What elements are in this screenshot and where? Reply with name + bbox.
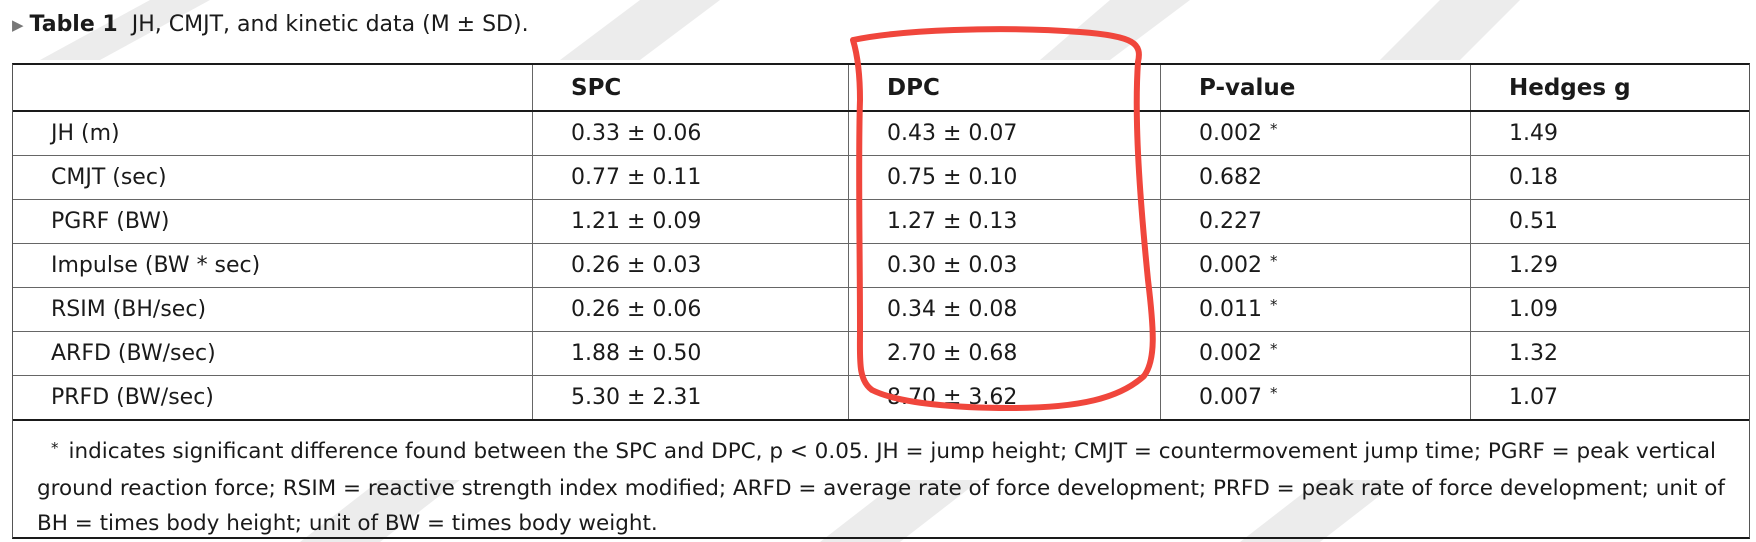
- cell-p-value: 0.002 *: [1161, 244, 1471, 287]
- cell-measure: ARFD (BW/sec): [13, 332, 533, 375]
- p-value-text: 0.002: [1199, 341, 1262, 366]
- footnote-star: *: [51, 439, 59, 457]
- cell-p-value: 0.007 *: [1161, 376, 1471, 419]
- header-hedges-g: Hedges g: [1509, 74, 1631, 101]
- significance-marker: *: [1269, 119, 1278, 138]
- cell-spc: 5.30 ± 2.31: [533, 376, 849, 419]
- p-value-text: 0.227: [1199, 209, 1262, 234]
- table-footnote: * indicates significant difference found …: [37, 434, 1727, 541]
- table-row: CMJT (sec) 0.77 ± 0.11 0.75 ± 0.10 0.682…: [13, 156, 1749, 200]
- significance-marker: *: [1269, 339, 1278, 358]
- cell-spc: 0.26 ± 0.06: [533, 288, 849, 331]
- p-value-text: 0.002: [1199, 253, 1262, 278]
- cell-measure: RSIM (BH/sec): [13, 288, 533, 331]
- cell-spc: 0.26 ± 0.03: [533, 244, 849, 287]
- table-row: RSIM (BH/sec) 0.26 ± 0.06 0.34 ± 0.08 0.…: [13, 288, 1749, 332]
- cell-p-value: 0.227: [1161, 200, 1471, 243]
- table-label: Table 1: [29, 11, 118, 37]
- p-value-text: 0.007: [1199, 385, 1262, 410]
- cell-spc: 1.88 ± 0.50: [533, 332, 849, 375]
- p-value-text: 0.682: [1199, 165, 1262, 190]
- cell-dpc: 1.27 ± 0.13: [849, 200, 1161, 243]
- cell-dpc: 0.30 ± 0.03: [849, 244, 1161, 287]
- cell-measure: PGRF (BW): [13, 200, 533, 243]
- cell-measure: PRFD (BW/sec): [13, 376, 533, 419]
- header-spc: SPC: [533, 65, 849, 110]
- cell-dpc: 2.70 ± 0.68: [849, 332, 1161, 375]
- cell-dpc: 0.75 ± 0.10: [849, 156, 1161, 199]
- cell-dpc: 0.43 ± 0.07: [849, 112, 1161, 155]
- cell-spc: 0.33 ± 0.06: [533, 112, 849, 155]
- p-value-text: 0.011: [1199, 297, 1262, 322]
- cell-hedges-g: 1.49: [1509, 121, 1558, 146]
- table-row: PGRF (BW) 1.21 ± 0.09 1.27 ± 0.13 0.227 …: [13, 200, 1749, 244]
- cell-dpc: 0.34 ± 0.08: [849, 288, 1161, 331]
- footnote-text: indicates significant difference found b…: [37, 439, 1725, 536]
- table-row: ARFD (BW/sec) 1.88 ± 0.50 2.70 ± 0.68 0.…: [13, 332, 1749, 376]
- table-caption: ▶ Table 1 JH, CMJT, and kinetic data (M …: [12, 6, 529, 42]
- caption-triangle-icon: ▶: [12, 16, 24, 34]
- cell-hedges-g: 0.18: [1509, 165, 1558, 190]
- significance-marker: *: [1269, 383, 1278, 402]
- significance-marker: *: [1269, 251, 1278, 270]
- cell-dpc: 8.70 ± 3.62: [849, 376, 1161, 419]
- header-p-value: P-value: [1161, 65, 1471, 110]
- significance-marker: *: [1269, 295, 1278, 314]
- table-title: JH, CMJT, and kinetic data (M ± SD).: [131, 11, 529, 37]
- cell-hedges-g: 1.09: [1509, 297, 1558, 322]
- cell-p-value: 0.011 *: [1161, 288, 1471, 331]
- cell-spc: 1.21 ± 0.09: [533, 200, 849, 243]
- table-header-row: SPC DPC P-value Hedges g: [13, 65, 1749, 112]
- cell-measure: CMJT (sec): [13, 156, 533, 199]
- table-row: JH (m) 0.33 ± 0.06 0.43 ± 0.07 0.002 * 1.…: [13, 112, 1749, 156]
- cell-hedges-g: 1.32: [1509, 341, 1558, 366]
- header-measure: [13, 65, 533, 110]
- p-value-text: 0.002: [1199, 121, 1262, 146]
- cell-p-value: 0.682: [1161, 156, 1471, 199]
- cell-hedges-g: 1.29: [1509, 253, 1558, 278]
- cell-hedges-g: 1.07: [1509, 385, 1558, 410]
- table-row: PRFD (BW/sec) 5.30 ± 2.31 8.70 ± 3.62 0.…: [13, 376, 1749, 421]
- cell-p-value: 0.002 *: [1161, 112, 1471, 155]
- cell-measure: JH (m): [13, 112, 533, 155]
- header-dpc: DPC: [849, 65, 1161, 110]
- table-row: Impulse (BW * sec) 0.26 ± 0.03 0.30 ± 0.…: [13, 244, 1749, 288]
- data-table: SPC DPC P-value Hedges g JH (m) 0.33 ± 0…: [12, 63, 1750, 539]
- cell-measure: Impulse (BW * sec): [13, 244, 533, 287]
- cell-spc: 0.77 ± 0.11: [533, 156, 849, 199]
- cell-hedges-g: 0.51: [1509, 209, 1558, 234]
- cell-p-value: 0.002 *: [1161, 332, 1471, 375]
